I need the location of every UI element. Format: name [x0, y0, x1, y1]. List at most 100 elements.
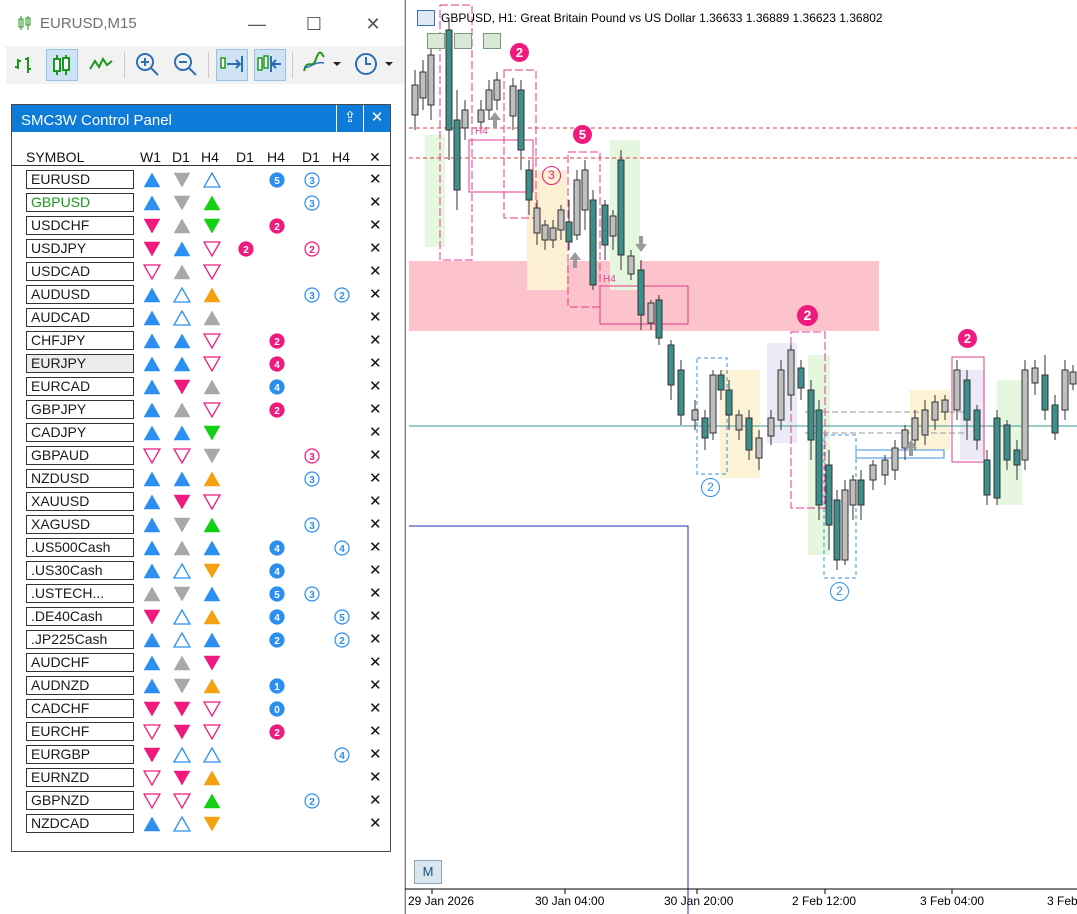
market-watch-button[interactable]: M — [414, 860, 442, 884]
trend-down-icon — [173, 171, 191, 189]
panel-close-button[interactable]: ✕ — [363, 105, 390, 132]
remove-row-button[interactable]: ✕ — [369, 562, 382, 579]
symbol-button[interactable]: GBPUSD — [26, 193, 134, 212]
remove-row-button[interactable]: ✕ — [369, 263, 382, 280]
remove-row-button[interactable]: ✕ — [369, 631, 382, 648]
symbol-button[interactable]: XAUUSD — [26, 492, 134, 511]
indicators-button[interactable] — [300, 49, 344, 81]
symbol-button[interactable]: USDCHF — [26, 216, 134, 235]
count-badge: 4 — [269, 540, 287, 558]
remove-row-button[interactable]: ✕ — [369, 585, 382, 602]
remove-row-button[interactable]: ✕ — [369, 424, 382, 441]
symbol-button[interactable]: AUDUSD — [26, 285, 134, 304]
count-badge: 3 — [304, 448, 322, 466]
trend-up-icon — [143, 631, 161, 649]
symbol-button[interactable]: CHFJPY — [26, 331, 134, 350]
symbol-button[interactable]: .DE40Cash — [26, 607, 134, 626]
symbol-button[interactable]: NZDCAD — [26, 814, 134, 833]
symbol-button[interactable]: EURNZD — [26, 768, 134, 787]
close-button[interactable]: ✕ — [365, 14, 381, 34]
zoom-out-button[interactable] — [170, 49, 202, 81]
remove-row-button[interactable]: ✕ — [369, 769, 382, 786]
remove-row-button[interactable]: ✕ — [369, 746, 382, 763]
trend-down-icon — [173, 769, 191, 787]
svg-text:3: 3 — [309, 291, 315, 302]
remove-row-button[interactable]: ✕ — [369, 539, 382, 556]
panel-minimize-button[interactable]: ⇪ — [336, 105, 363, 132]
book-icon[interactable] — [454, 33, 472, 49]
trend-up-icon — [143, 516, 161, 534]
gbpusd-chart[interactable]: GBPUSD, H1: Great Britain Pound vs US Do… — [405, 0, 1077, 914]
remove-row-button[interactable]: ✕ — [369, 332, 382, 349]
auto-scroll-button[interactable] — [216, 49, 248, 81]
trend-up-icon — [173, 263, 191, 281]
window-titlebar[interactable]: EURUSD,M15 — ☐ ✕ — [0, 0, 404, 44]
symbol-button[interactable]: .US500Cash — [26, 538, 134, 557]
timeframes-button[interactable] — [352, 49, 396, 81]
remove-row-button[interactable]: ✕ — [369, 194, 382, 211]
symbol-button[interactable]: EURGBP — [26, 745, 134, 764]
remove-row-button[interactable]: ✕ — [369, 447, 382, 464]
line-chart-button[interactable] — [86, 49, 118, 81]
remove-row-button[interactable]: ✕ — [369, 608, 382, 625]
remove-row-button[interactable]: ✕ — [369, 654, 382, 671]
svg-text:3: 3 — [309, 590, 315, 601]
remove-row-button[interactable]: ✕ — [369, 286, 382, 303]
panel-header[interactable]: SMC3W Control Panel ⇪ ✕ — [12, 105, 390, 132]
remove-row-button[interactable]: ✕ — [369, 355, 382, 372]
remove-row-button[interactable]: ✕ — [369, 378, 382, 395]
chart-image-icon[interactable] — [427, 33, 445, 49]
svg-text:3: 3 — [309, 176, 315, 187]
chart-shift-button[interactable] — [254, 49, 286, 81]
symbol-button[interactable]: USDJPY — [26, 239, 134, 258]
symbol-button[interactable]: EURUSD — [26, 170, 134, 189]
remove-row-button[interactable]: ✕ — [369, 792, 382, 809]
remove-row-button[interactable]: ✕ — [369, 401, 382, 418]
symbol-button[interactable]: GBPAUD — [26, 446, 134, 465]
remove-row-button[interactable]: ✕ — [369, 723, 382, 740]
minimize-button[interactable]: — — [248, 14, 266, 34]
symbol-button[interactable]: EURCAD — [26, 377, 134, 396]
svg-text:2: 2 — [274, 636, 280, 647]
remove-row-button[interactable]: ✕ — [369, 309, 382, 326]
svg-text:5: 5 — [274, 590, 280, 601]
symbol-row: EURUSD 5 3 ✕ — [12, 169, 390, 192]
remove-row-button[interactable]: ✕ — [369, 171, 382, 188]
symbol-button[interactable]: EURJPY — [26, 354, 134, 373]
remove-row-button[interactable]: ✕ — [369, 470, 382, 487]
trend-down-icon — [202, 401, 222, 419]
symbol-button[interactable]: CADJPY — [26, 423, 134, 442]
trend-up-icon — [173, 355, 191, 373]
symbol-button[interactable]: USDCAD — [26, 262, 134, 281]
remove-row-button[interactable]: ✕ — [369, 516, 382, 533]
remove-row-button[interactable]: ✕ — [369, 815, 382, 832]
symbol-button[interactable]: GBPJPY — [26, 400, 134, 419]
symbol-button[interactable]: .USTECH... — [26, 584, 134, 603]
zoom-in-button[interactable] — [132, 49, 164, 81]
remove-row-button[interactable]: ✕ — [369, 493, 382, 510]
remove-row-button[interactable]: ✕ — [369, 217, 382, 234]
window-restore-icon[interactable] — [483, 33, 501, 49]
remove-row-button[interactable]: ✕ — [369, 700, 382, 717]
eurusd-chart-window[interactable]: EURUSD,M15 — ☐ ✕ — [0, 0, 405, 914]
clock-icon — [355, 53, 393, 75]
symbol-button[interactable]: .US30Cash — [26, 561, 134, 580]
trend-up-icon — [143, 378, 161, 396]
symbol-button[interactable]: AUDCHF — [26, 653, 134, 672]
remove-row-button[interactable]: ✕ — [369, 677, 382, 694]
candlestick-button[interactable] — [46, 49, 78, 81]
symbol-button[interactable]: EURCHF — [26, 722, 134, 741]
remove-row-button[interactable]: ✕ — [369, 240, 382, 257]
symbol-button[interactable]: AUDCAD — [26, 308, 134, 327]
symbol-button[interactable]: .JP225Cash — [26, 630, 134, 649]
maximize-button[interactable]: ☐ — [305, 14, 323, 34]
time-axis-label: 29 Jan 2026 — [408, 894, 475, 908]
symbol-button[interactable]: GBPNZD — [26, 791, 134, 810]
symbol-button[interactable]: CADCHF — [26, 699, 134, 718]
bar-chart-button[interactable] — [10, 49, 42, 81]
close-all-button[interactable]: ✕ — [369, 149, 381, 165]
symbol-button[interactable]: NZDUSD — [26, 469, 134, 488]
symbol-button[interactable]: AUDNZD — [26, 676, 134, 695]
svg-text:2: 2 — [309, 245, 315, 256]
symbol-button[interactable]: XAGUSD — [26, 515, 134, 534]
